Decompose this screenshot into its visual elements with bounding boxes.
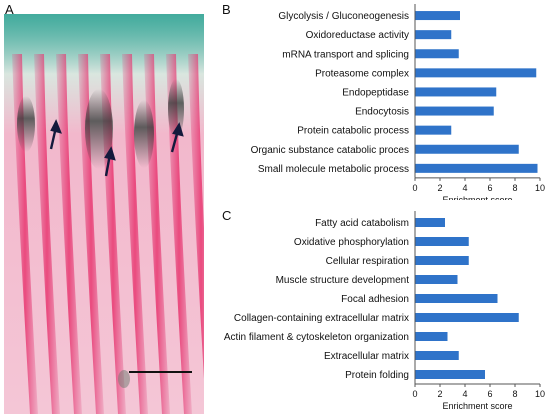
category-label: mRNA transport and splicing (282, 49, 409, 60)
x-tick-label: 8 (512, 389, 517, 399)
category-label: Glycolysis / Gluconeogenesis (278, 11, 409, 22)
arrow-icon (170, 122, 184, 153)
bar-chart-c: Fatty acid catabolism Oxidative phosphory… (224, 211, 545, 411)
category-label: Collagen-containing extracellular matrix (234, 313, 409, 324)
category-label: Protein folding (345, 370, 409, 381)
x-tick-label: 0 (412, 183, 417, 193)
x-tick-label: 10 (535, 183, 545, 193)
bar (415, 125, 452, 135)
x-axis-label: Enrichment score (442, 401, 512, 411)
bar (415, 106, 494, 116)
bar (415, 87, 497, 97)
bar (415, 30, 452, 40)
arrow-icon (104, 146, 116, 177)
bar (415, 163, 538, 173)
category-label: Cellular respiration (326, 256, 409, 267)
bar (415, 313, 519, 322)
bar (415, 11, 460, 21)
fin-ray (188, 54, 204, 379)
category-label: Protein catabolic process (297, 126, 409, 137)
category-label: Oxidative phosphorylation (294, 237, 409, 248)
fin-ray (12, 54, 38, 414)
bar-chart-b: Glycolysis / Gluconeogenesis Oxidoreducta… (251, 4, 545, 200)
fin-ray (78, 54, 104, 414)
fin-ray (166, 54, 192, 414)
category-label: Extracellular matrix (324, 351, 409, 362)
category-label: Organic substance catabolic proces (251, 145, 409, 156)
x-tick-label: 8 (512, 183, 517, 193)
x-tick-label: 6 (487, 183, 492, 193)
bar (415, 351, 459, 360)
fin-ray (56, 54, 82, 414)
category-label: Proteasome complex (315, 68, 409, 79)
category-label: Small molecule metabolic process (258, 164, 409, 175)
category-label: Focal adhesion (341, 294, 409, 305)
arrow-icon (49, 119, 62, 150)
bar (415, 237, 469, 246)
x-tick-label: 4 (462, 183, 467, 193)
bar (415, 275, 458, 284)
bar (415, 68, 537, 78)
x-axis-label: Enrichment score (442, 195, 512, 200)
x-tick-label: 6 (487, 389, 492, 399)
fin-ray (34, 54, 60, 414)
category-label: Muscle structure development (276, 275, 410, 286)
bar (415, 144, 519, 154)
panel-label-a: A (5, 2, 14, 17)
bar (415, 332, 448, 341)
x-tick-label: 2 (437, 389, 442, 399)
microscopy-image (4, 14, 204, 414)
category-label: Endocytosis (355, 107, 409, 118)
category-label: Actin filament & cytoskeleton organizati… (224, 332, 409, 343)
bar (415, 49, 459, 59)
category-label: Fatty acid catabolism (315, 218, 409, 229)
fin-ray (122, 54, 148, 414)
bar (415, 256, 469, 265)
panel-label-b: B (222, 2, 231, 17)
bar (415, 370, 485, 379)
x-tick-label: 2 (437, 183, 442, 193)
category-label: Endopeptidase (342, 87, 409, 98)
category-label: Oxidoreductase activity (306, 30, 409, 41)
bar (415, 218, 445, 227)
panel-label-c: C (222, 208, 232, 223)
x-tick-label: 10 (535, 389, 545, 399)
bar (415, 294, 498, 303)
x-tick-label: 4 (462, 389, 467, 399)
x-tick-label: 0 (412, 389, 417, 399)
